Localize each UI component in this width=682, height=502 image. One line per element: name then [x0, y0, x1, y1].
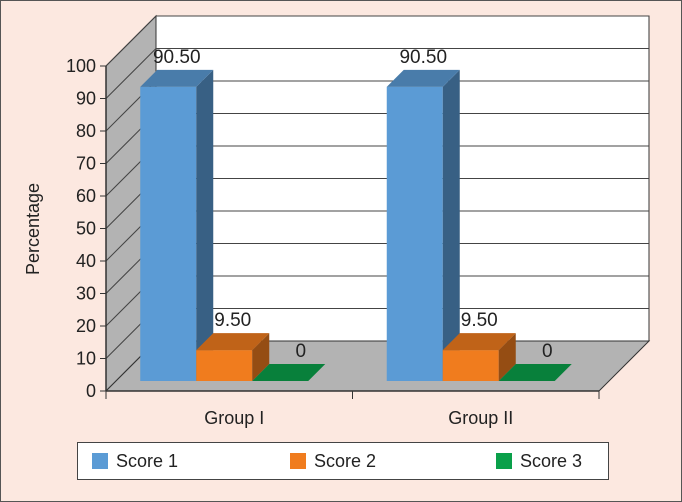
- y-tick-label: 50: [76, 219, 96, 239]
- y-tick-label: 40: [76, 251, 96, 271]
- y-tick-label: 90: [76, 89, 96, 109]
- y-tick-labels: 0 10 20 30 40 50 60 70 80 90 100: [66, 56, 106, 401]
- legend-item: Score 3: [496, 450, 582, 472]
- bar: [252, 364, 326, 381]
- y-tick-label: 20: [76, 316, 96, 336]
- bar: [498, 364, 572, 381]
- bar: [442, 333, 516, 381]
- legend-label: Score 3: [520, 450, 583, 471]
- legend-swatch: [92, 453, 108, 469]
- x-category-label: Group I: [204, 408, 264, 428]
- legend-item: Score 1: [92, 450, 178, 472]
- data-label: 0: [542, 341, 553, 362]
- data-label: 90.50: [399, 47, 447, 68]
- y-tick-label: 0: [86, 381, 96, 401]
- data-label: 0: [295, 341, 306, 362]
- bar: [140, 69, 214, 381]
- bar: [196, 333, 270, 381]
- data-label: 9.50: [214, 310, 251, 331]
- y-tick-label: 80: [76, 121, 96, 141]
- y-tick-label: 100: [66, 56, 96, 76]
- y-tick-label: 60: [76, 186, 96, 206]
- data-label: 90.50: [153, 47, 201, 68]
- bars: [140, 69, 572, 381]
- bar-chart: 0 10 20 30 40 50 60 70 80 90 100 Group I Group II 9…: [23, 14, 651, 428]
- y-axis-label: Percentage: [23, 183, 43, 275]
- data-label: 9.50: [461, 310, 498, 331]
- x-category-labels: Group I Group II: [204, 408, 513, 428]
- y-tick-label: 70: [76, 154, 96, 174]
- legend-item: Score 2: [290, 450, 376, 472]
- y-tick-label: 30: [76, 284, 96, 304]
- legend-swatch: [496, 453, 512, 469]
- legend-label: Score 1: [116, 450, 179, 471]
- x-category-label: Group II: [448, 408, 513, 428]
- bar: [386, 69, 460, 381]
- data-labels: 90.50 9.50 0 90.50 9.50 0: [153, 47, 553, 362]
- legend: Score 1 Score 2 Score 3: [77, 442, 609, 480]
- gridline-side: [105, 15, 157, 67]
- y-tick-label: 10: [76, 349, 96, 369]
- gridline-side: [105, 48, 157, 99]
- legend-label: Score 2: [314, 450, 377, 471]
- legend-swatch: [290, 453, 306, 469]
